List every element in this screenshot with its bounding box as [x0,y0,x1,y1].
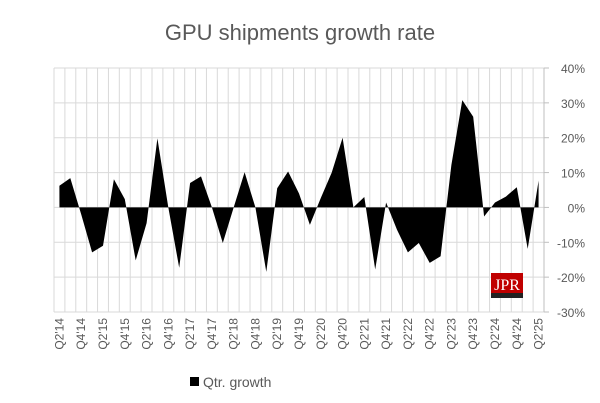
x-tick-label: Q2'14 [52,318,66,350]
x-tick-label: Q4'22 [423,318,437,350]
x-tick-label: Q4'19 [292,318,306,350]
svg-text:JPR: JPR [494,277,520,294]
x-tick-label: Q4'14 [74,318,88,350]
x-tick-label: Q4'18 [248,318,262,350]
x-tick-label: Q2'25 [532,318,546,350]
y-tick-label: 40% [561,62,585,76]
x-tick-label: Q2'16 [140,318,154,350]
x-tick-label: Q2'15 [96,318,110,350]
x-tick-label: Q4'21 [379,318,393,350]
x-tick-label: Q4'23 [466,318,480,350]
x-tick-label: Q2'24 [488,318,502,350]
x-tick-label: Q2'22 [401,318,415,350]
legend-swatch [190,377,199,386]
x-tick-label: Q4'24 [510,318,524,350]
y-tick-label: -10% [557,236,585,250]
x-tick-label: Q2'21 [357,318,371,350]
y-axis: -30% -20% -10% 0% 10% 20% 30% 40% [544,62,585,320]
x-tick-label: Q2'18 [227,318,241,350]
x-tick-label: Q4'20 [336,318,350,350]
x-tick-label: Q2'20 [314,318,328,350]
chart-title: GPU shipments growth rate [165,20,435,45]
x-tick-label: Q2'23 [444,318,458,350]
x-tick-label: Q2'17 [183,318,197,350]
x-tick-label: Q4'15 [118,318,132,350]
y-tick-label: 30% [561,97,585,111]
y-tick-label: 10% [561,167,585,181]
y-tick-label: -30% [557,306,585,320]
y-tick-label: -20% [557,271,585,285]
grid [53,67,545,313]
legend-label: Qtr. growth [203,374,271,390]
y-tick-label: 0% [568,201,586,215]
jpr-logo: JPR [491,273,523,298]
series-area-path [59,100,539,272]
y-tick-label: 20% [561,132,585,146]
legend: Qtr. growth [190,374,271,390]
x-tick-label: Q4'17 [205,318,219,350]
x-tick-label: Q2'19 [270,318,284,350]
series-area [59,100,539,272]
x-tick-label: Q4'16 [161,318,175,350]
x-axis: Q2'14 Q4'14 Q2'15 Q4'15 Q2'16 Q4'16 Q2'17 Q4'17… [52,318,545,350]
